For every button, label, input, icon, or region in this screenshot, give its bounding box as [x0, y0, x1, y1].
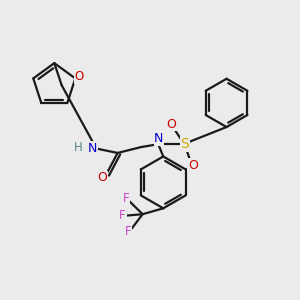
Text: N: N: [154, 132, 164, 145]
Text: F: F: [125, 225, 132, 238]
Text: H: H: [74, 141, 83, 154]
Text: S: S: [180, 137, 189, 151]
Text: O: O: [188, 159, 198, 172]
Text: F: F: [119, 209, 126, 222]
Text: F: F: [123, 192, 130, 206]
Text: O: O: [166, 118, 176, 130]
Text: O: O: [74, 70, 83, 83]
Text: N: N: [88, 142, 97, 155]
Text: O: O: [98, 171, 107, 184]
